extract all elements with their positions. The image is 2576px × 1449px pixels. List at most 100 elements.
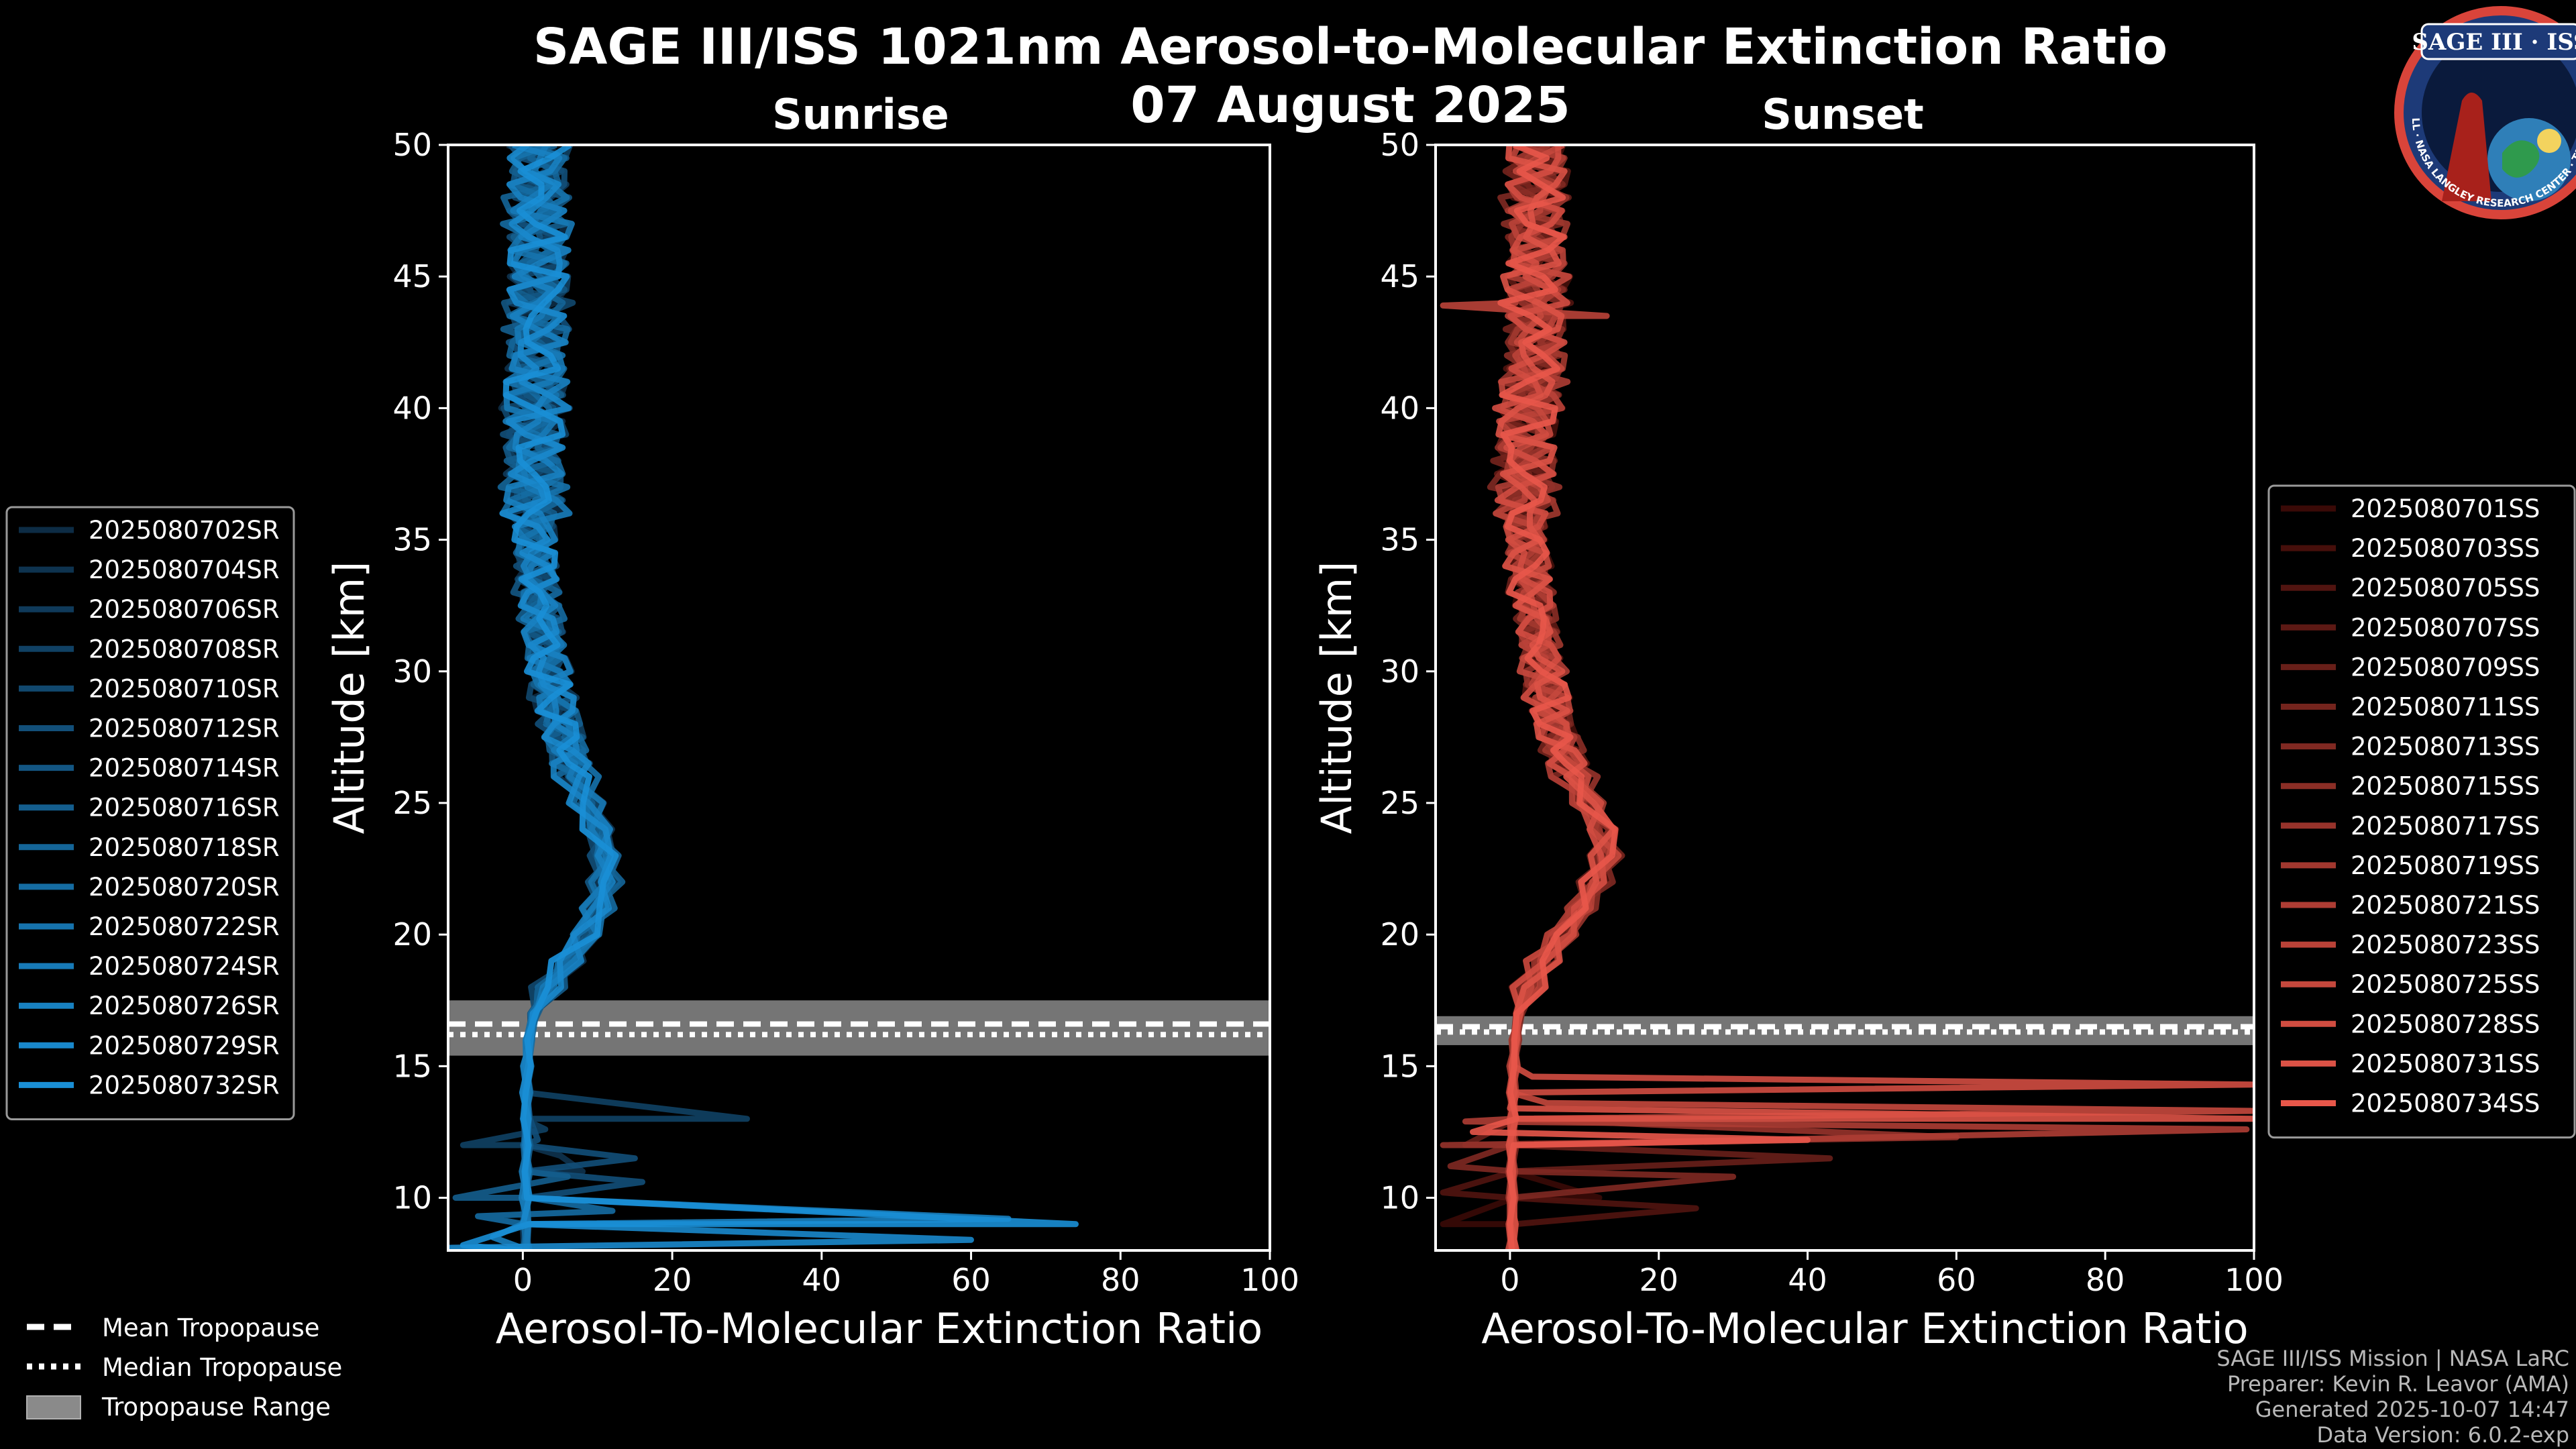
legend-label-2025080726SR: 2025080726SR [89, 991, 280, 1020]
y-tick-label-15: 15 [392, 1048, 432, 1084]
y-tick-label-45: 45 [1380, 258, 1419, 294]
x-tick-label-0: 0 [1500, 1262, 1519, 1298]
y-tick-label-35: 35 [1380, 522, 1419, 558]
legend-label-2025080715SS: 2025080715SS [2351, 772, 2540, 801]
x-tick-label-80: 80 [2086, 1262, 2125, 1298]
plot-area [448, 145, 1270, 1250]
x-tick-label-0: 0 [513, 1262, 533, 1298]
legend-label-2025080710SR: 2025080710SR [89, 674, 280, 703]
legend-label-2025080702SR: 2025080702SR [89, 516, 280, 545]
axes-frame [1434, 144, 2255, 1252]
footer-version: Data Version: 6.0.2-exp [2316, 1422, 2569, 1448]
legend-label-2025080712SR: 2025080712SR [89, 714, 280, 743]
legend-label-2025080731SS: 2025080731SS [2351, 1049, 2540, 1078]
y-tick-label-40: 40 [1380, 390, 1419, 426]
legend-label-2025080704SR: 2025080704SR [89, 555, 280, 584]
x-tick-label-100: 100 [2224, 1262, 2284, 1298]
legend-label-2025080734SS: 2025080734SS [2351, 1089, 2540, 1118]
legend-label-2025080725SS: 2025080725SS [2351, 970, 2540, 999]
logo-figure [2442, 93, 2491, 201]
legend-label-2025080711SS: 2025080711SS [2351, 693, 2540, 722]
tropopause-range-label: Tropopause Range [101, 1393, 331, 1421]
legend-label-2025080709SS: 2025080709SS [2351, 653, 2540, 682]
y-tick-label-20: 20 [1380, 916, 1419, 953]
legend-frame [2267, 484, 2576, 1139]
legend-label-2025080719SS: 2025080719SS [2351, 851, 2540, 880]
legend-label-2025080722SR: 2025080722SR [89, 912, 280, 941]
y-tick-label-50: 50 [1380, 127, 1419, 163]
footer-preparer: Preparer: Kevin R. Leavor (AMA) [2227, 1371, 2569, 1397]
y-tick-label-25: 25 [1380, 785, 1419, 821]
y-tick-label-15: 15 [1380, 1048, 1419, 1084]
legend-label-2025080720SR: 2025080720SR [89, 873, 280, 902]
tropopause-range-swatch [26, 1395, 81, 1419]
logo-continent [2502, 140, 2540, 178]
main-title: SAGE III/ISS 1021nm Aerosol-to-Molecular… [533, 18, 2167, 76]
sunset-panel: 0 20 40 60 80 100 10 15 20 25 30 35 40 45 50 Aerosol-To… [1312, 127, 2284, 1353]
legend-frame [5, 506, 295, 1120]
main-date: 07 August 2025 [1130, 76, 1570, 134]
legend-label-2025080728SS: 2025080728SS [2351, 1010, 2540, 1038]
legend-label-2025080723SS: 2025080723SS [2351, 930, 2540, 959]
y-tick-label-30: 30 [1380, 653, 1419, 690]
legend-label-2025080708SR: 2025080708SR [89, 635, 280, 663]
logo-banner [2420, 23, 2576, 60]
x-axis-label: Aerosol-To-Molecular Extinction Ratio [1481, 1304, 2249, 1353]
axes-frame [447, 144, 1271, 1252]
series-line-2025080728SS [1492, 145, 2254, 1250]
x-axis-label: Aerosol-To-Molecular Extinction Ratio [496, 1304, 1263, 1353]
legend-label-2025080714SR: 2025080714SR [89, 754, 280, 783]
legend-label-2025080703SS: 2025080703SS [2351, 534, 2540, 563]
x-tick-label-100: 100 [1240, 1262, 1299, 1298]
y-tick-label-40: 40 [392, 390, 432, 426]
x-tick-label-20: 20 [1639, 1262, 1678, 1298]
legend-label-2025080705SS: 2025080705SS [2351, 574, 2540, 602]
x-tick-label-80: 80 [1101, 1262, 1140, 1298]
y-tick-label-25: 25 [392, 785, 432, 821]
series-line-2025080731SS [1495, 145, 2254, 1250]
x-tick-label-40: 40 [1788, 1262, 1827, 1298]
mean-tropopause-label: Mean Tropopause [102, 1313, 320, 1342]
logo-sun [2537, 129, 2561, 153]
y-tick-label-30: 30 [392, 653, 432, 690]
legend-label-2025080707SS: 2025080707SS [2351, 613, 2540, 642]
plot-area [1436, 145, 2254, 1250]
legend-label-2025080729SR: 2025080729SR [89, 1031, 280, 1060]
y-tick-label-45: 45 [392, 258, 432, 294]
sunrise-panel-title: Sunrise [772, 90, 949, 139]
x-tick-label-60: 60 [951, 1262, 991, 1298]
tropopause-range-band [448, 1000, 1270, 1056]
legend-label-2025080706SR: 2025080706SR [89, 595, 280, 624]
legend-label-2025080724SR: 2025080724SR [89, 952, 280, 981]
y-tick-label-20: 20 [392, 916, 432, 953]
x-tick-label-60: 60 [1937, 1262, 1976, 1298]
x-tick-label-20: 20 [653, 1262, 692, 1298]
y-tick-label-50: 50 [392, 127, 432, 163]
sunrise-legend: 2025080702SR 2025080704SR 2025080706SR 2025… [5, 506, 295, 1120]
y-axis-label: Altitude [km] [1312, 561, 1361, 835]
sunset-legend: 2025080701SS 2025080703SS 2025080705SS 2025… [2267, 484, 2576, 1139]
footer-mission: SAGE III/ISS Mission | NASA LaRC [2216, 1346, 2569, 1371]
legend-label-2025080716SR: 2025080716SR [89, 794, 280, 822]
legend-label-2025080717SS: 2025080717SS [2351, 812, 2540, 841]
y-tick-label-10: 10 [392, 1180, 432, 1216]
series-line-2025080734SS [1470, 145, 1811, 1250]
legend-label-2025080718SR: 2025080718SR [89, 833, 280, 862]
legend-label-2025080721SS: 2025080721SS [2351, 891, 2540, 920]
legend-label-2025080713SS: 2025080713SS [2351, 733, 2540, 761]
sunset-panel-title: Sunset [1762, 90, 1924, 139]
x-tick-label-40: 40 [802, 1262, 842, 1298]
footer-generated: Generated 2025-10-07 14:47 [2255, 1397, 2569, 1422]
y-tick-label-10: 10 [1380, 1180, 1419, 1216]
sunrise-panel: 0 20 40 60 80 100 10 15 20 25 30 35 40 45 50 Aerosol-To… [325, 127, 1299, 1353]
series-line-2025080732SR [460, 145, 1079, 1250]
tropopause-legend: Mean Tropopause Median Tropopause Tropop… [26, 1313, 342, 1421]
footer: SAGE III/ISS Mission | NASA LaRC Prepare… [2216, 1346, 2569, 1448]
y-tick-label-35: 35 [392, 522, 432, 558]
y-axis-label: Altitude [km] [325, 561, 374, 835]
legend-label-2025080701SS: 2025080701SS [2351, 494, 2540, 523]
median-tropopause-label: Median Tropopause [102, 1353, 342, 1382]
logo-text: SAGE III · ISS [2412, 29, 2576, 56]
legend-label-2025080732SR: 2025080732SR [89, 1071, 280, 1099]
